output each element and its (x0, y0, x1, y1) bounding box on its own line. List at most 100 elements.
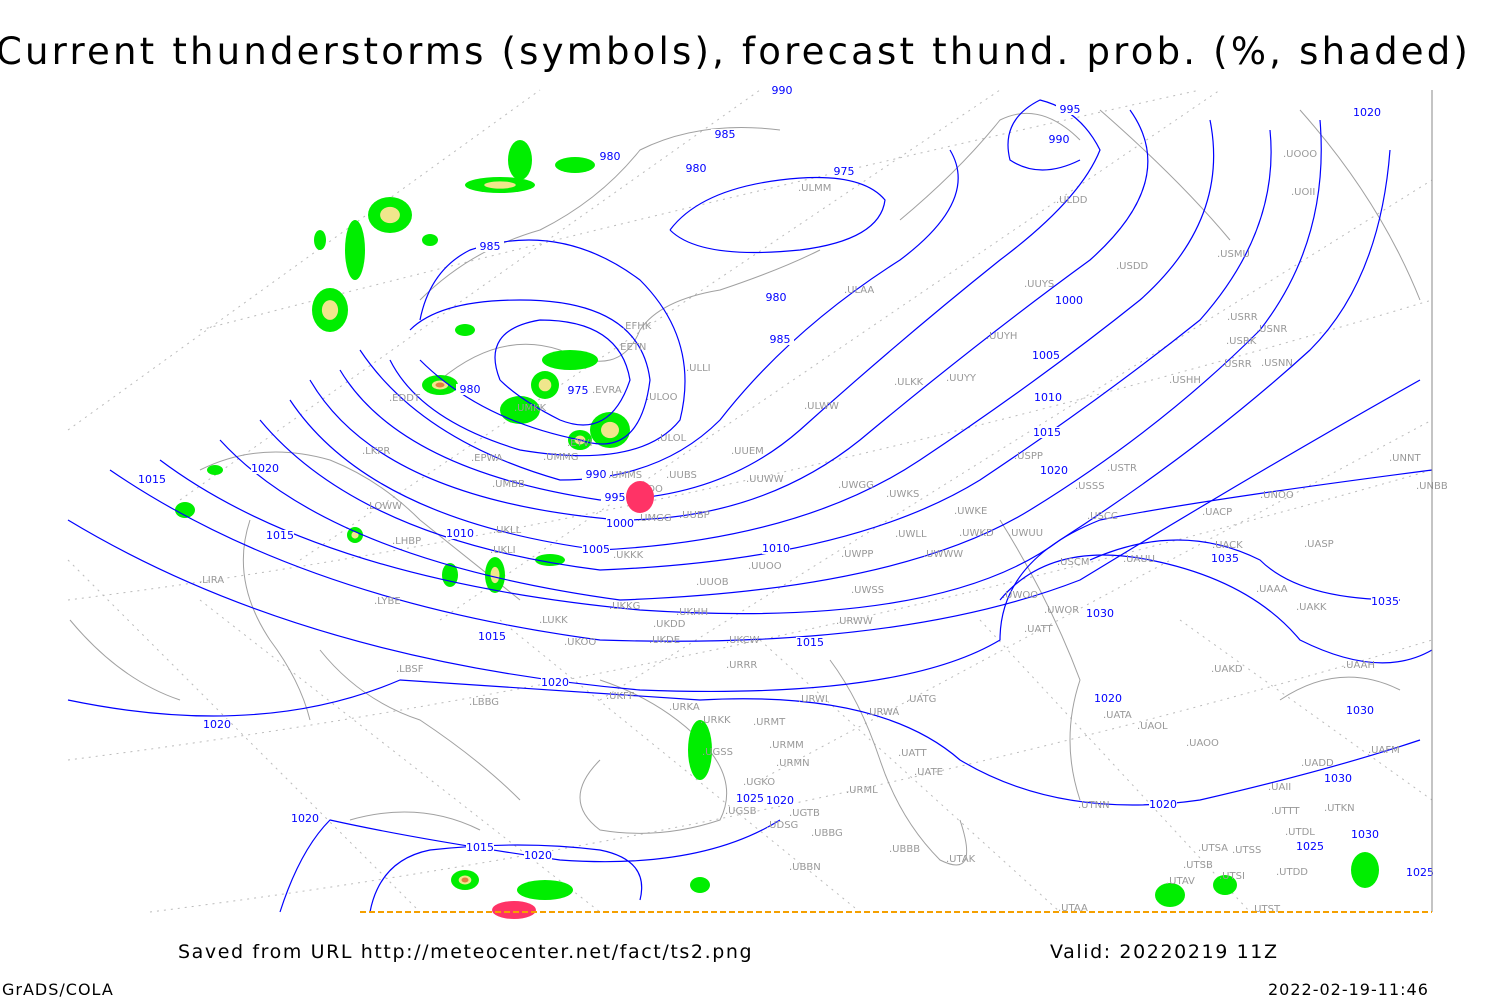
isobar-label-bg (582, 469, 610, 480)
station-label: .UWLL (895, 529, 927, 540)
isobar-label-bg (796, 637, 824, 648)
station-label: .LBSF (396, 664, 424, 675)
station-label: .UTAK (946, 854, 976, 865)
isobar (159, 149, 1391, 615)
station-label: .UASP (1304, 539, 1334, 550)
isobars (67, 99, 1433, 913)
station-label: .USNN (1261, 358, 1293, 369)
isobar-label: 975 (568, 384, 589, 397)
station-label: .USCC (1087, 511, 1118, 522)
prob-area-low (207, 465, 223, 475)
station-label: .UKCW (726, 635, 759, 646)
isobar-label-bg (1296, 841, 1324, 852)
station-labels: .ULMM.ULDD.USDD.USMU.USRR.USRK.USNR.USRR… (199, 149, 1448, 915)
grid-line (67, 559, 421, 913)
station-label: .URRR (726, 660, 757, 671)
isobar-label: 1020 (1149, 798, 1177, 811)
prob-area-high (435, 382, 445, 388)
isobar (67, 679, 1421, 806)
isobar-label-bg (711, 129, 739, 140)
isobar-label: 1020 (1094, 692, 1122, 705)
station-label: .UUYY (946, 373, 977, 384)
station-label: .UWKE (954, 506, 987, 517)
isobar (409, 299, 651, 445)
isobar (339, 99, 1101, 501)
station-label: .URWA (866, 707, 899, 718)
station-label: .URML (846, 785, 878, 796)
isobar-label-bg (266, 530, 294, 541)
coastline (1099, 109, 1231, 241)
isobar-label-bg (762, 292, 790, 303)
station-label: .EPWA (471, 453, 503, 464)
isobar-label: 990 (772, 84, 793, 97)
isobar-label: 1030 (1346, 704, 1374, 717)
isobar-label-bg (606, 518, 634, 529)
prob-area-low (1155, 883, 1185, 907)
isobar (369, 844, 643, 913)
station-label: .USRK (1226, 336, 1257, 347)
station-label: .UTSI (1219, 871, 1245, 882)
isobar-label-bg (1149, 799, 1177, 810)
isobar-label: 975 (834, 165, 855, 178)
station-label: .USMU (1217, 249, 1250, 260)
isobar (109, 379, 1421, 642)
isobar-label: 1025 (1296, 840, 1324, 853)
isobar-label-bg (1353, 107, 1381, 118)
station-label: .ULDD (1056, 195, 1088, 206)
isobar-label: 1030 (1324, 772, 1352, 785)
station-label: .UBBB (889, 844, 920, 855)
station-label: .UDSG (766, 820, 798, 831)
isobar (259, 129, 1272, 571)
station-label: .UGTB (789, 808, 820, 819)
isobar-label-bg (203, 719, 231, 730)
isobar (359, 149, 959, 481)
station-label: .LKPR (362, 446, 390, 457)
grid-line (67, 469, 1433, 761)
isobar-label-bg (1040, 465, 1068, 476)
station-label: .UMMS (608, 470, 642, 481)
coastline (579, 679, 728, 834)
station-label: .ULKK (894, 377, 924, 388)
isobar-label: 1015 (796, 636, 824, 649)
station-label: .UAAH (1343, 660, 1375, 671)
station-label: .UKFF (606, 691, 635, 702)
station-label: .ULOL (657, 433, 687, 444)
map-title: Current thunderstorms (symbols), forecas… (0, 30, 1472, 73)
prob-area-low (442, 563, 458, 587)
isobar-label-bg (1055, 295, 1083, 306)
isobar-label-bg (766, 334, 794, 345)
isobar-label: 980 (766, 291, 787, 304)
isobar (999, 554, 1433, 664)
isobar-label-bg (766, 795, 794, 806)
station-label: .URWI (798, 694, 828, 705)
station-label: .UKLL (493, 525, 522, 536)
isobar-label-bg (1045, 134, 1073, 145)
station-label: .UTKN (1324, 803, 1355, 814)
station-label: .UBBG (811, 828, 843, 839)
station-label: .UAAA (1256, 584, 1288, 595)
prob-area-low (690, 877, 710, 893)
isobar-label-bg (1033, 427, 1061, 438)
isobar-label-bg (541, 677, 569, 688)
station-label: .UTSA (1198, 843, 1228, 854)
station-label: .UMGG (637, 513, 672, 524)
isobar (389, 239, 686, 457)
valid-time: Valid: 20220219 11Z (1050, 941, 1279, 963)
isobar-label: 1015 (478, 630, 506, 643)
station-label: .UOII (1291, 187, 1315, 198)
software-credit: GrADS/COLA (2, 980, 114, 999)
station-label: .UTNN (1078, 800, 1110, 811)
isobar-label: 1030 (1351, 828, 1379, 841)
isobar-label-bg (1034, 392, 1062, 403)
prob-area-low (517, 880, 573, 900)
isobar-label: 1020 (524, 849, 552, 862)
coastline (999, 519, 1081, 801)
station-label: .UKOO (564, 637, 596, 648)
isobar-label: 980 (686, 162, 707, 175)
station-label: .UWPP (841, 549, 873, 560)
station-label: .UATT (898, 748, 927, 759)
station-label: .UWUU (1008, 528, 1043, 539)
prob-area-low (688, 720, 712, 780)
prob-area-mid (351, 531, 359, 539)
